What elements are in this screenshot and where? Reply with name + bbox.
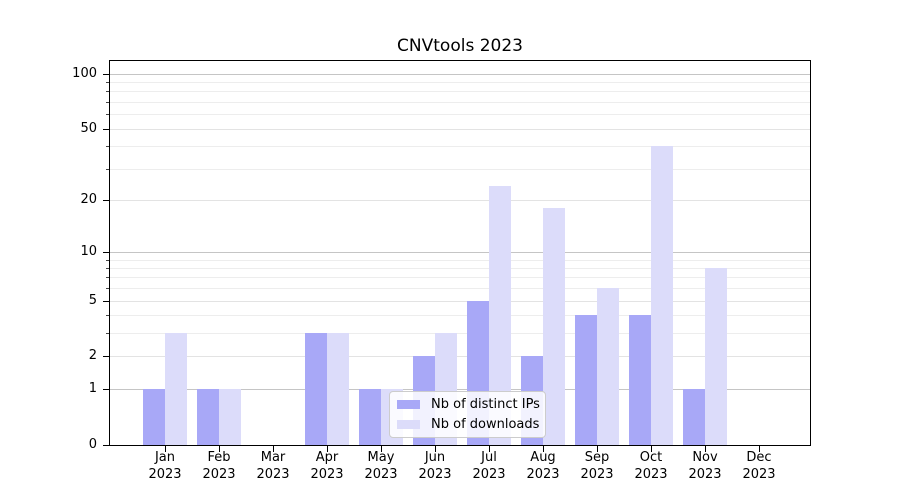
y-minor-tick-mark-70 (106, 102, 110, 103)
gridline-80 (110, 91, 810, 93)
bar-distinct-ips-feb (197, 388, 219, 445)
gridline-4 (110, 315, 810, 317)
x-tick-mark-feb (218, 445, 220, 452)
bar-downloads-aug (543, 207, 565, 445)
y-minor-tick-mark-3 (106, 333, 110, 335)
y-tick-label-0: 0 (88, 436, 97, 452)
x-tick-label-jul: Jul 2023 (472, 450, 506, 482)
bar-distinct-ips-oct (629, 315, 651, 445)
y-tick-mark-1 (103, 388, 110, 391)
gridline-30 (110, 168, 810, 170)
gridline-40 (110, 146, 810, 148)
bar-downloads-jul (489, 185, 511, 445)
legend-swatch-distinct-ips (397, 400, 420, 409)
x-tick-label-jan: Jan 2023 (148, 450, 182, 482)
y-minor-tick-mark-30 (106, 168, 110, 170)
y-minor-tick-mark-4 (106, 315, 110, 317)
bar-downloads-nov (705, 268, 727, 445)
plot-area: Nb of distinct IPs Nb of downloads (109, 60, 811, 446)
bar-downloads-oct (651, 146, 673, 445)
bar-distinct-ips-jan (143, 388, 165, 445)
x-tick-label-dec: Dec 2023 (742, 450, 776, 482)
y-tick-mark-50 (103, 128, 110, 130)
gridline-9 (110, 259, 810, 261)
bar-distinct-ips-apr (305, 333, 327, 445)
gridline-3 (110, 333, 810, 335)
y-minor-tick-mark-90 (106, 82, 110, 84)
gridline-8 (110, 268, 810, 269)
gridline-2 (110, 356, 810, 358)
y-minor-tick-mark-6 (106, 288, 110, 290)
bar-downloads-jan (165, 333, 187, 445)
legend-label-distinct-ips: Nb of distinct IPs (431, 397, 540, 412)
bar-downloads-apr (327, 333, 349, 445)
x-tick-mark-sep (596, 445, 598, 452)
gridline-1 (110, 388, 810, 390)
x-tick-label-mar: Mar 2023 (256, 450, 290, 482)
y-tick-label-10: 10 (80, 243, 97, 259)
y-tick-mark-20 (103, 199, 110, 202)
x-tick-mark-jul (488, 445, 490, 452)
x-tick-mark-mar (272, 445, 274, 452)
gridline-90 (110, 82, 810, 84)
x-tick-mark-may (380, 445, 382, 452)
y-tick-mark-10 (103, 251, 110, 254)
y-tick-label-50: 50 (80, 120, 97, 136)
chart-title: CNVtools 2023 (397, 36, 523, 56)
y-tick-mark-100 (103, 73, 110, 75)
y-tick-label-2: 2 (88, 348, 97, 364)
x-tick-label-jun: Jun 2023 (418, 450, 452, 482)
legend-item-downloads: Nb of downloads (397, 417, 540, 432)
x-tick-label-oct: Oct 2023 (634, 450, 668, 482)
x-tick-label-may: May 2023 (364, 450, 398, 482)
y-minor-tick-mark-40 (106, 146, 110, 148)
x-tick-mark-nov (704, 445, 706, 452)
x-tick-label-aug: Aug 2023 (526, 450, 560, 482)
y-minor-tick-mark-9 (106, 259, 110, 261)
y-minor-tick-mark-7 (106, 277, 110, 279)
gridline-5 (110, 300, 810, 302)
legend-item-distinct-ips: Nb of distinct IPs (397, 397, 540, 412)
x-tick-label-nov: Nov 2023 (688, 450, 722, 482)
y-tick-label-100: 100 (72, 65, 97, 81)
gridline-20 (110, 199, 810, 201)
y-tick-mark-5 (103, 300, 110, 302)
y-tick-mark-0 (103, 444, 110, 446)
x-tick-mark-apr (326, 445, 328, 452)
bar-downloads-feb (219, 388, 241, 445)
y-minor-tick-mark-8 (106, 268, 110, 269)
y-tick-label-5: 5 (88, 292, 97, 308)
y-tick-label-1: 1 (88, 380, 97, 396)
y-minor-tick-mark-60 (106, 114, 110, 116)
x-tick-label-sep: Sep 2023 (580, 450, 614, 482)
bar-distinct-ips-sep (575, 315, 597, 445)
x-tick-mark-dec (758, 445, 760, 452)
x-tick-mark-aug (542, 445, 544, 452)
x-tick-label-apr: Apr 2023 (310, 450, 344, 482)
gridline-60 (110, 114, 810, 116)
x-tick-mark-oct (650, 445, 652, 452)
y-minor-tick-mark-80 (106, 91, 110, 93)
y-tick-mark-2 (103, 356, 110, 358)
gridline-50 (110, 128, 810, 130)
bar-distinct-ips-may (359, 388, 381, 445)
y-tick-label-20: 20 (80, 191, 97, 207)
legend-label-downloads: Nb of downloads (431, 417, 540, 432)
legend: Nb of distinct IPs Nb of downloads (389, 391, 546, 438)
gridline-70 (110, 102, 810, 103)
x-tick-mark-jan (164, 445, 166, 452)
gridline-10 (110, 251, 810, 253)
gridline-100 (110, 73, 810, 75)
legend-swatch-downloads (397, 420, 420, 429)
bar-downloads-sep (597, 288, 619, 445)
x-tick-mark-jun (434, 445, 436, 452)
gridline-6 (110, 288, 810, 290)
x-tick-label-feb: Feb 2023 (202, 450, 236, 482)
bar-distinct-ips-nov (683, 388, 705, 445)
gridline-7 (110, 277, 810, 279)
